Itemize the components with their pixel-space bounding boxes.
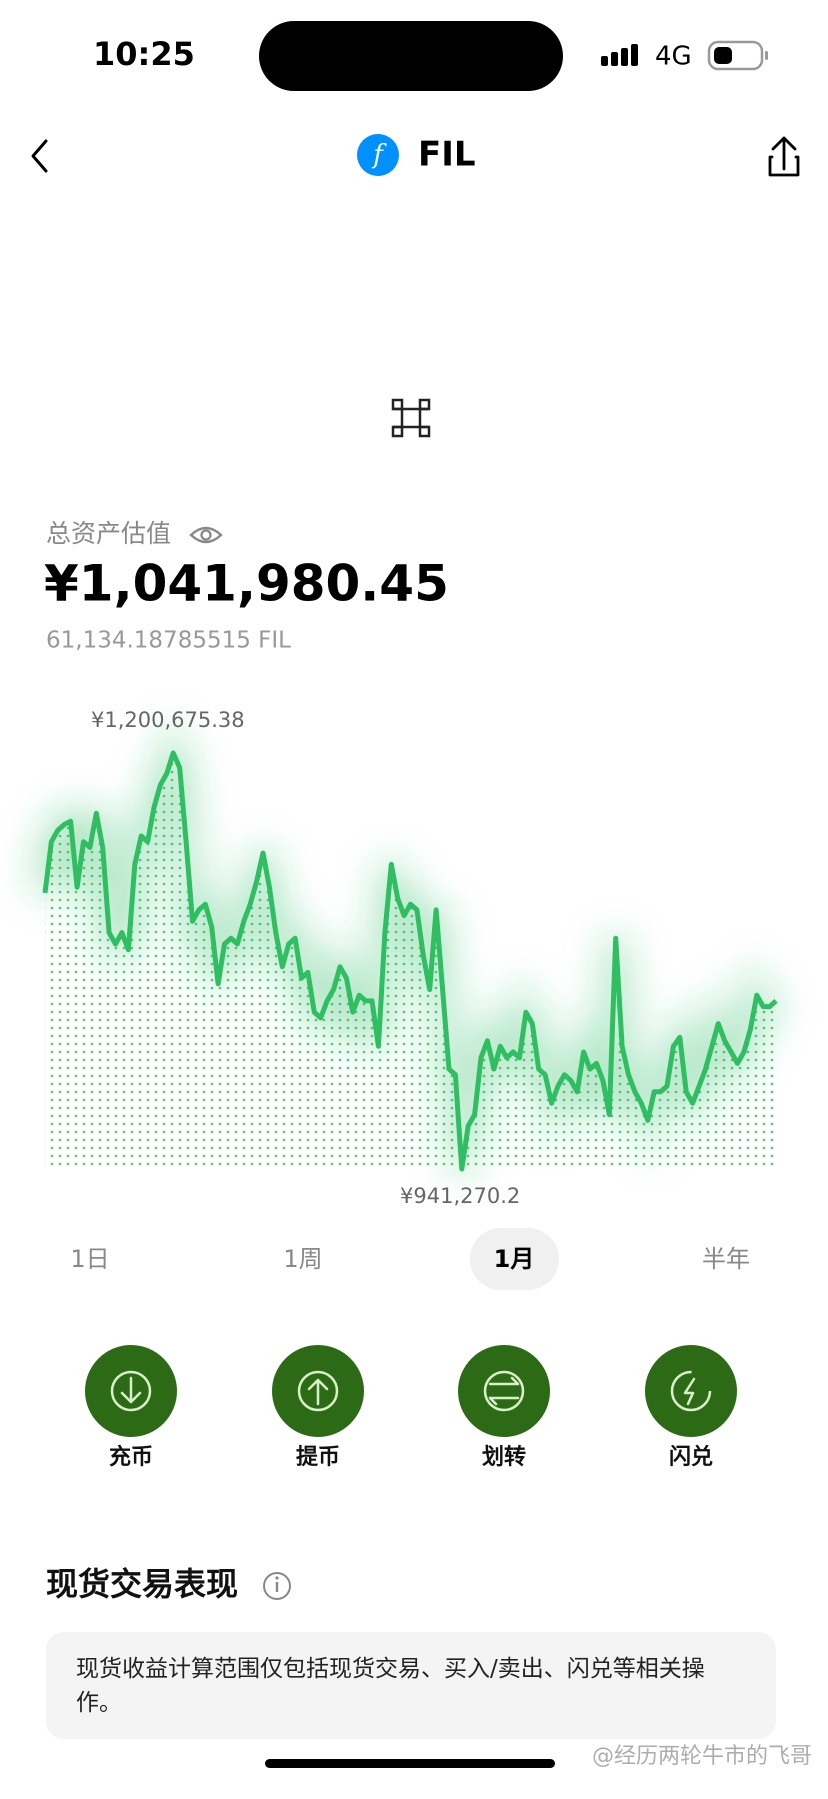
area-dots	[45, 753, 776, 1169]
dynamic-island	[259, 21, 563, 91]
action-label: 充币	[109, 1444, 153, 1470]
action-icon	[120, 1376, 142, 1404]
action-icon-ring	[297, 1370, 339, 1412]
period-selected-bg	[470, 1228, 559, 1290]
network-label: 4G	[655, 42, 692, 72]
period-tab[interactable]: 1月	[494, 1245, 535, 1273]
balance-amount: 61,134.18785515 FIL	[46, 628, 291, 654]
period-tab[interactable]: 半年	[702, 1245, 750, 1273]
fil-logo: f	[357, 134, 399, 176]
action-icon-ring	[110, 1370, 152, 1412]
command-icon[interactable]	[391, 398, 431, 438]
share-button[interactable]	[768, 136, 800, 177]
section-title: 现货交易表现	[46, 1565, 238, 1603]
back-button[interactable]	[31, 139, 48, 173]
min-label: ¥941,270.2	[400, 1184, 520, 1208]
action-icon-ring	[670, 1370, 712, 1412]
balance-value: ¥1,041,980.45	[44, 555, 449, 613]
action-button[interactable]	[645, 1345, 737, 1437]
note-box: 现货收益计算范围仅包括现货交易、买入/卖出、闪兑等相关操作。	[46, 1632, 776, 1739]
action-label: 提币	[296, 1444, 340, 1470]
action-label: 划转	[482, 1444, 526, 1470]
period-tab[interactable]: 1周	[283, 1245, 322, 1273]
action-icon	[488, 1376, 520, 1406]
action-icon	[683, 1377, 696, 1406]
eye-toggle[interactable]	[189, 526, 223, 544]
action-icon	[307, 1378, 329, 1406]
period-tab[interactable]: 1日	[70, 1245, 109, 1273]
price-line	[42, 750, 778, 1172]
action-icon-ring	[483, 1370, 525, 1412]
status-time: 10:25	[93, 35, 195, 73]
action-label: 闪兑	[669, 1444, 713, 1470]
signal-icon	[601, 44, 638, 66]
battery-icon	[707, 40, 768, 71]
info-icon[interactable]	[263, 1572, 291, 1600]
watermark: @经历两轮牛市的飞哥	[592, 1744, 812, 1769]
balance-label: 总资产估值	[46, 519, 171, 548]
home-indicator	[265, 1759, 555, 1768]
max-label: ¥1,200,675.38	[91, 708, 245, 732]
chart	[32, 715, 785, 1172]
action-button[interactable]	[458, 1345, 550, 1437]
header-title: FIL	[418, 135, 476, 175]
note-text: 现货收益计算范围仅包括现货交易、买入/卖出、闪兑等相关操作。	[76, 1656, 705, 1716]
